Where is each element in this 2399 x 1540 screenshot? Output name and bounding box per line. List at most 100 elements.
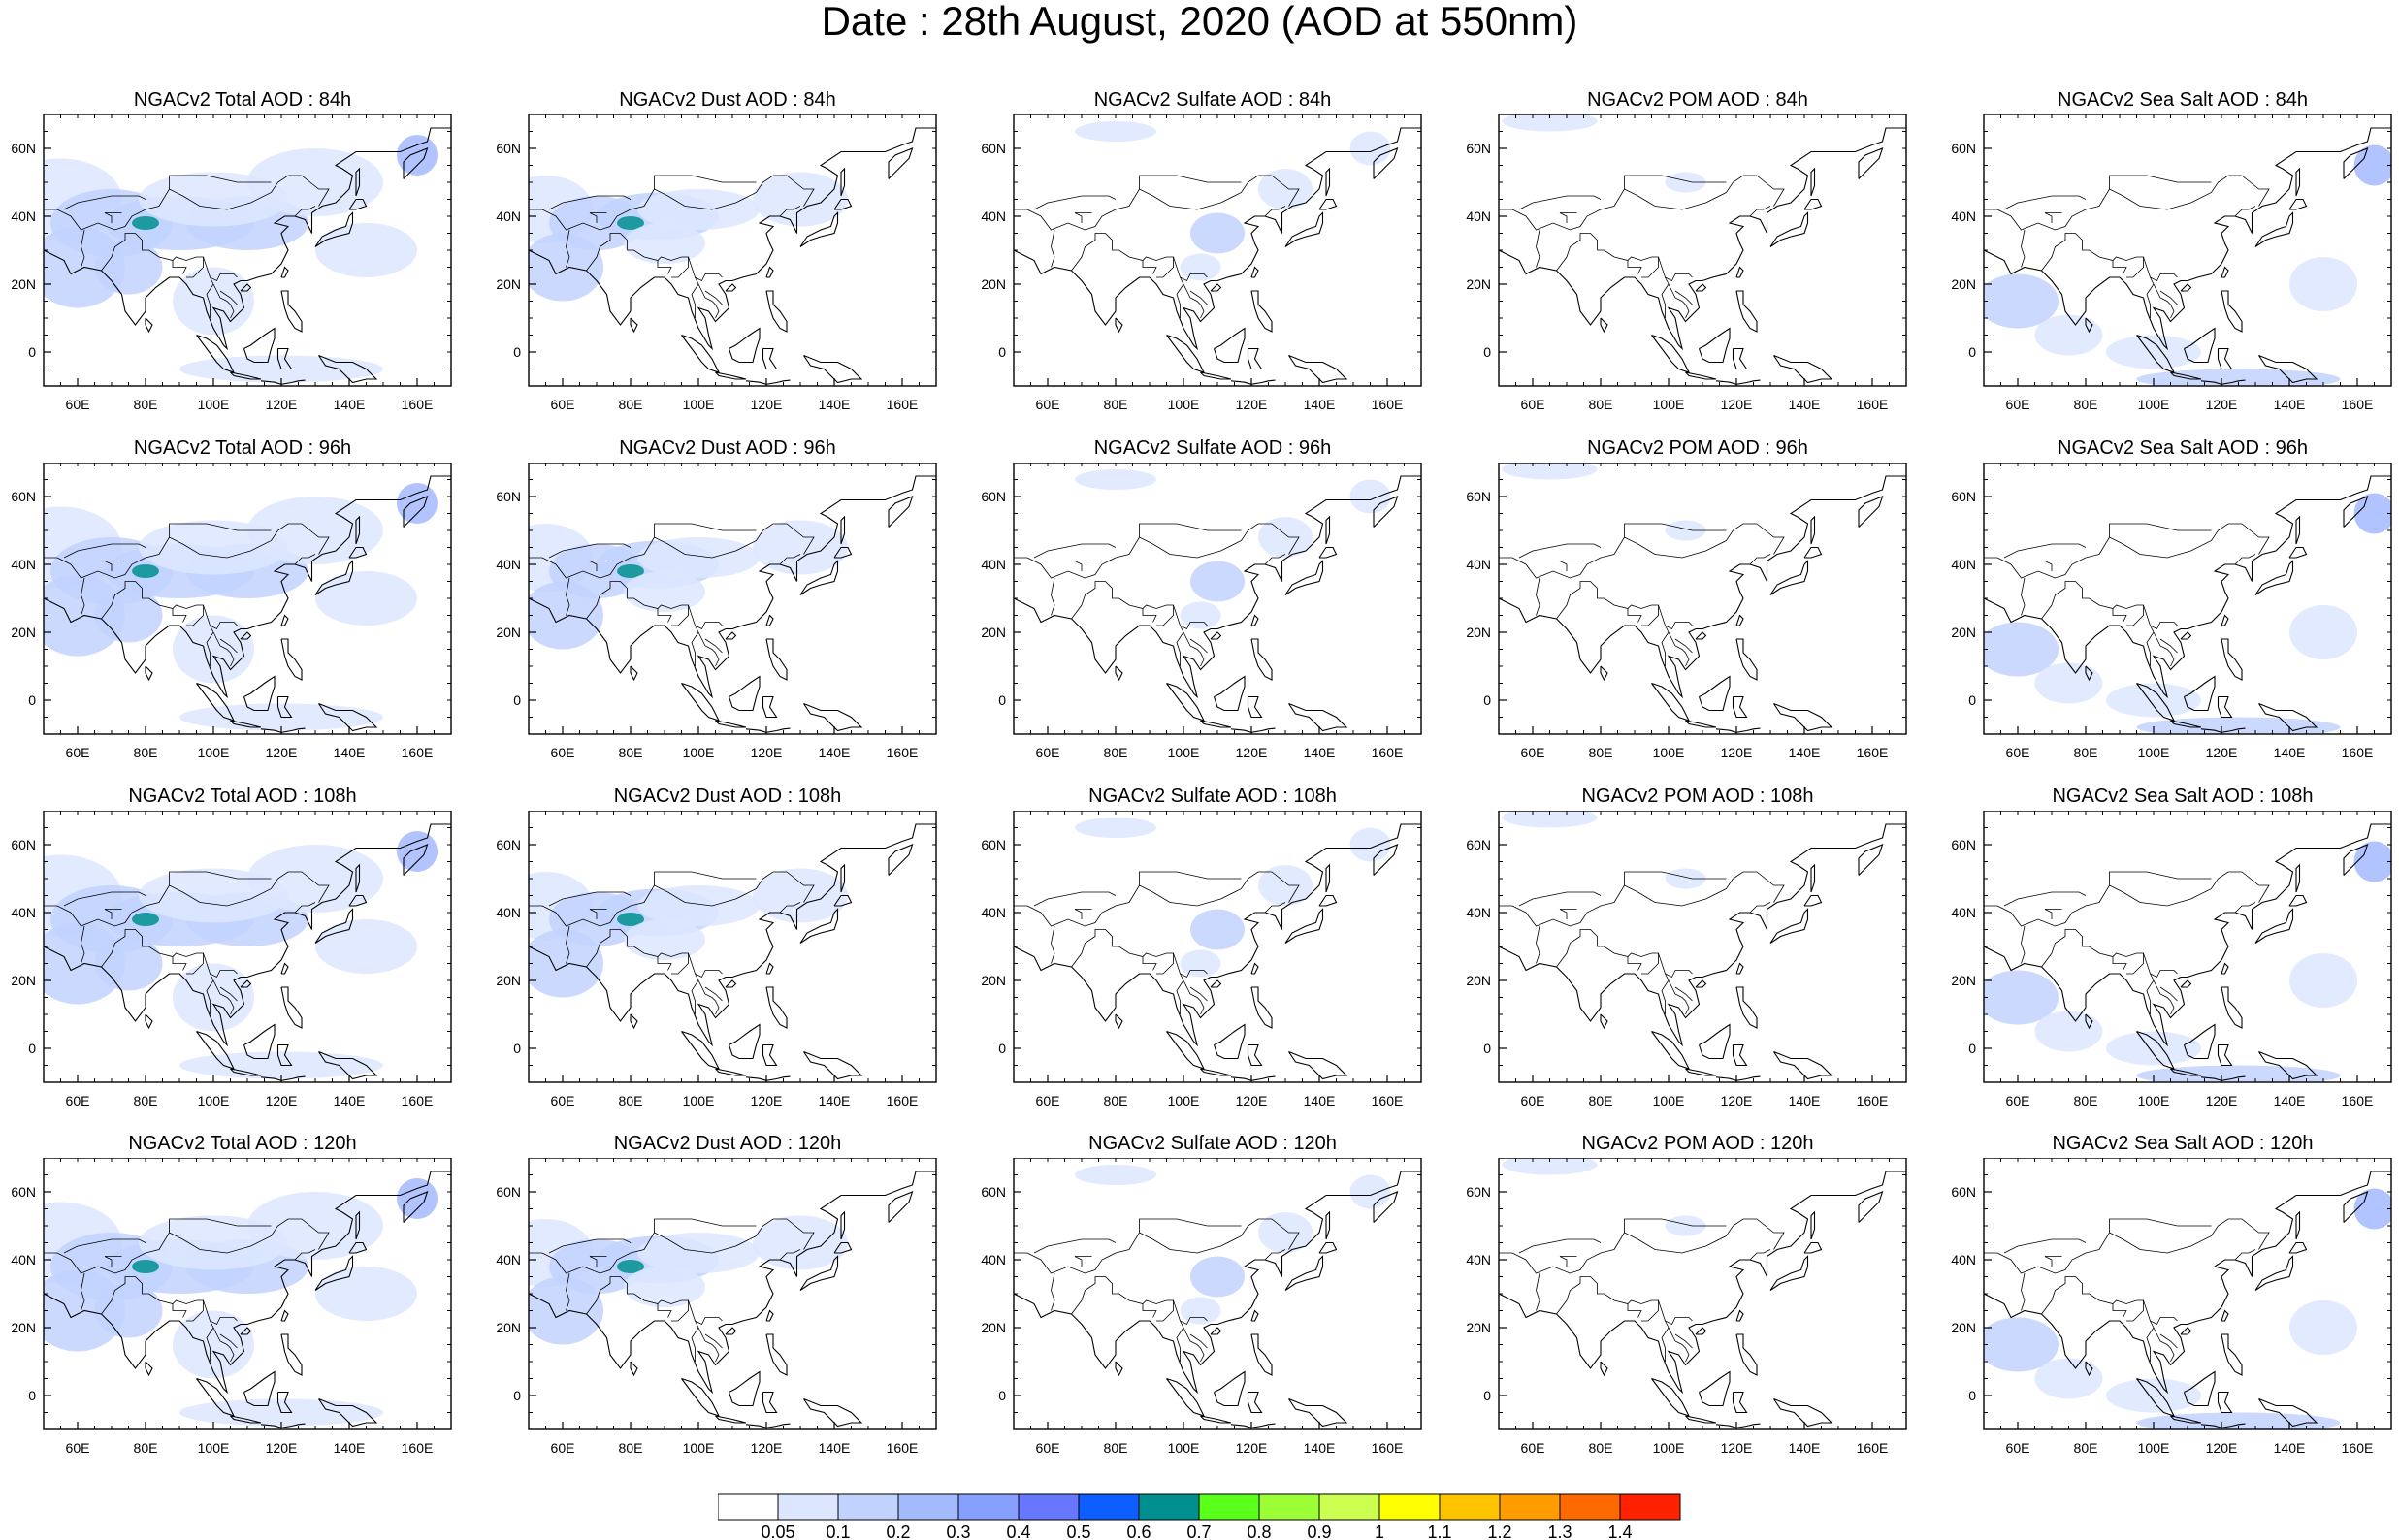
map-line	[888, 496, 914, 528]
map-line	[104, 1256, 122, 1267]
map-panel: NGACv2 Sea Salt AOD : 108h 60E 80E 100E 120E…	[1940, 782, 2399, 1131]
lat-tick-label: 60N	[981, 837, 1006, 852]
map-line	[44, 175, 330, 231]
lat-tick-label: 0	[513, 1388, 521, 1403]
map-line	[589, 909, 607, 919]
map-line	[1518, 195, 1602, 210]
map-line	[529, 1171, 936, 1395]
map-line	[1518, 891, 1602, 907]
map-panel: NGACv2 Sulfate AOD : 84h 60E 80E 100E 120E 14…	[970, 85, 1455, 434]
panel-title: NGACv2 Dust AOD : 84h	[619, 89, 836, 111]
map-line	[2234, 554, 2256, 565]
map-line	[240, 631, 252, 640]
aod-map: 60E 80E 100E 120E 140E 160E 60N 40N 20N 0	[11, 463, 452, 760]
map-line	[2085, 1013, 2093, 1030]
map-line	[280, 290, 303, 333]
map-line	[2254, 908, 2294, 944]
map-line	[2217, 1391, 2233, 1414]
map-panel: NGACv2 POM AOD : 96h 60E 80E 100E 120E 140E 16…	[1455, 433, 1940, 783]
map-line	[318, 1397, 378, 1428]
map-line	[1735, 1333, 1758, 1376]
map-line	[728, 327, 761, 364]
map-line	[1264, 206, 1286, 217]
lon-tick-label: 120E	[1236, 1440, 1268, 1456]
lon-tick-label: 160E	[887, 397, 919, 412]
aod-shade	[1502, 1158, 1598, 1175]
lon-tick-label: 100E	[1653, 1093, 1685, 1108]
map-line	[688, 952, 723, 979]
aod-shade	[529, 1276, 603, 1345]
map-line	[765, 986, 788, 1029]
aod-shade	[94, 588, 163, 643]
map-line	[1142, 956, 1157, 971]
map-line	[2112, 1303, 2127, 1318]
lon-tick-label: 80E	[619, 1093, 643, 1108]
map-line	[2143, 604, 2178, 630]
map-line	[1250, 962, 1259, 975]
map-line	[548, 891, 632, 907]
map-line	[1142, 260, 1157, 274]
map-line	[1373, 496, 1399, 528]
map-line	[1071, 581, 1174, 626]
map-line	[2136, 1377, 2176, 1417]
panel-title: NGACv2 Sulfate AOD : 120h	[1088, 1133, 1337, 1154]
map-line	[44, 871, 330, 927]
lon-tick-label: 80E	[1589, 1093, 1613, 1108]
map-line	[654, 523, 757, 537]
map-line	[1658, 1299, 1693, 1326]
map-line	[589, 561, 607, 571]
lat-tick-label: 0	[998, 692, 1006, 708]
aod-shade	[1075, 469, 1156, 490]
map-line	[1014, 1218, 1300, 1274]
aod-shade	[132, 564, 159, 578]
map-line	[728, 675, 761, 712]
map-line	[1373, 1191, 1399, 1223]
map-line	[145, 665, 153, 682]
map-line	[1166, 682, 1206, 722]
lat-tick-label: 60N	[11, 837, 36, 852]
map-line	[1247, 1043, 1263, 1067]
lat-tick-label: 40N	[496, 557, 521, 572]
map-line	[1139, 1218, 1242, 1233]
lon-tick-label: 100E	[198, 1440, 230, 1456]
map-line	[657, 608, 672, 623]
lat-tick-label: 40N	[981, 1252, 1006, 1267]
aod-shade	[617, 216, 644, 230]
map-line	[1051, 577, 1055, 616]
map-line	[1735, 986, 1758, 1029]
map-panel: NGACv2 Dust AOD : 120h 60E 80E 100E 120E 140E…	[485, 1129, 970, 1478]
panel-title: NGACv2 POM AOD : 96h	[1587, 437, 1808, 459]
map-line	[2221, 1309, 2229, 1322]
lon-tick-label: 120E	[1721, 397, 1753, 412]
map-line	[240, 979, 252, 988]
aod-shade	[1984, 622, 2059, 677]
map-line	[695, 276, 720, 319]
map-line	[1071, 929, 1174, 975]
map-line	[888, 844, 914, 876]
map-line	[1773, 1397, 1833, 1428]
map-line	[101, 929, 204, 975]
map-line	[355, 1210, 361, 1240]
lon-tick-label: 60E	[1521, 1440, 1545, 1456]
map-line	[1661, 1327, 1670, 1362]
map-line	[1749, 206, 1771, 217]
map-line	[1014, 823, 1421, 1047]
map-line	[206, 283, 214, 318]
map-line	[2343, 1191, 2369, 1223]
aod-map: 60E 80E 100E 120E 140E 160E 60N 40N 20N 0	[496, 1158, 937, 1456]
lon-tick-label: 60E	[1036, 1440, 1060, 1456]
aod-shade	[2353, 493, 2391, 534]
lon-tick-label: 140E	[1789, 1440, 1821, 1456]
map-line	[728, 1370, 761, 1407]
map-line	[1189, 638, 1208, 654]
lat-tick-label: 20N	[981, 973, 1006, 988]
map-line	[1189, 1333, 1208, 1349]
map-line	[145, 317, 153, 334]
lat-tick-label: 20N	[1951, 276, 1976, 292]
lon-tick-label: 140E	[2274, 745, 2306, 760]
map-line	[2146, 283, 2155, 318]
aod-map: 60E 80E 100E 120E 140E 160E 60N 40N 20N 0	[11, 1158, 452, 1456]
map-line	[243, 675, 276, 712]
lon-tick-label: 160E	[2342, 1440, 2374, 1456]
map-line	[63, 195, 146, 210]
